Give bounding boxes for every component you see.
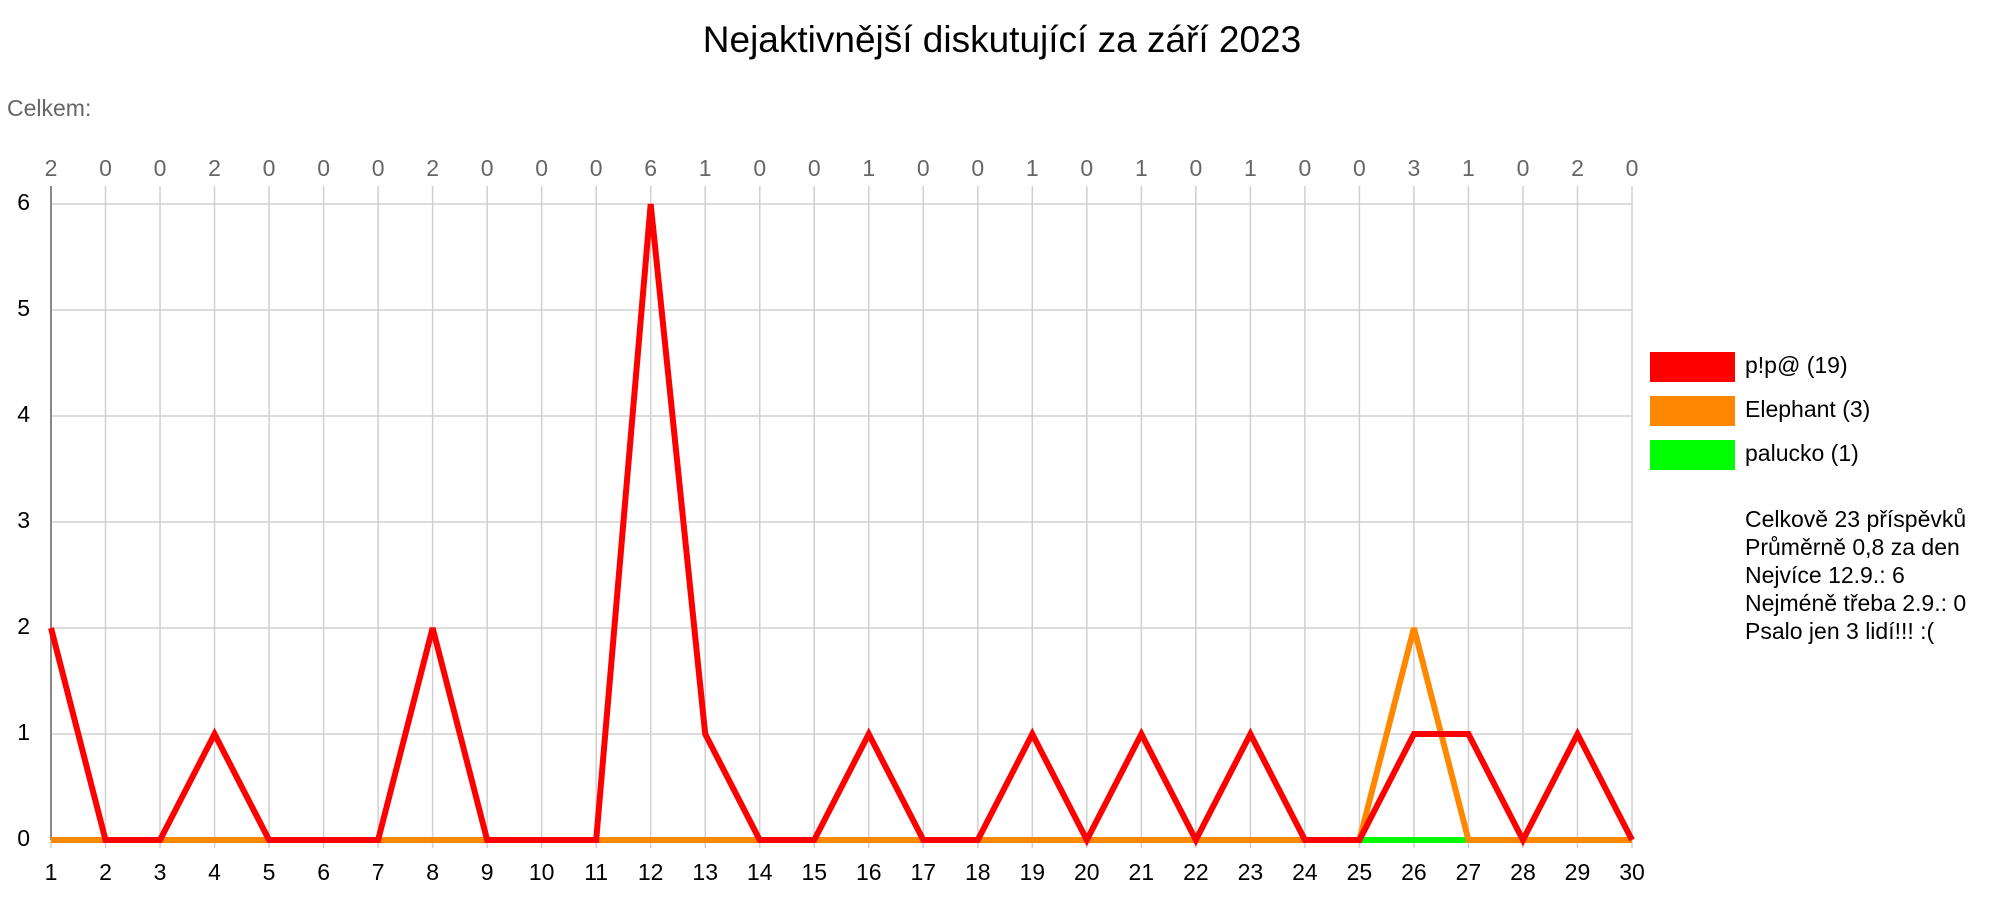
x-tick-label: 30: [1619, 859, 1645, 885]
legend-swatch: [1650, 352, 1735, 382]
series-line: [48, 203, 1635, 847]
stats-line: Nejvíce 12.9.: 6: [1745, 562, 1905, 588]
daily-total: 0: [263, 155, 276, 181]
y-tick-label: 6: [17, 189, 30, 215]
legend-swatch: [1650, 440, 1735, 470]
daily-total: 2: [426, 155, 439, 181]
x-tick-label: 21: [1129, 859, 1155, 885]
daily-total: 0: [971, 155, 984, 181]
daily-total: 6: [644, 155, 657, 181]
daily-total: 0: [1353, 155, 1366, 181]
x-tick-label: 23: [1238, 859, 1264, 885]
daily-total: 0: [808, 155, 821, 181]
x-tick-label: 2: [99, 859, 112, 885]
daily-total: 1: [1026, 155, 1039, 181]
x-tick-label: 27: [1456, 859, 1482, 885]
x-tick-label: 4: [208, 859, 221, 885]
daily-total: 0: [99, 155, 112, 181]
x-tick-label: 8: [426, 859, 439, 885]
y-tick-label: 0: [17, 825, 30, 851]
x-tick-label: 15: [801, 859, 827, 885]
daily-total: 2: [45, 155, 58, 181]
daily-total: 0: [372, 155, 385, 181]
daily-total: 1: [1462, 155, 1475, 181]
daily-total: 1: [699, 155, 712, 181]
daily-total: 0: [753, 155, 766, 181]
daily-total: 2: [1571, 155, 1584, 181]
daily-total: 0: [1189, 155, 1202, 181]
stats-line: Psalo jen 3 lidí!!! :(: [1745, 618, 1935, 644]
total-label: Celkem:: [7, 95, 91, 121]
y-tick-label: 2: [17, 613, 30, 639]
x-tick-label: 25: [1347, 859, 1373, 885]
y-tick-label: 5: [17, 295, 30, 321]
x-tick-label: 12: [638, 859, 664, 885]
x-tick-label: 5: [263, 859, 276, 885]
daily-total: 0: [535, 155, 548, 181]
daily-total: 1: [1135, 155, 1148, 181]
x-tick-label: 26: [1401, 859, 1427, 885]
x-tick-label: 14: [747, 859, 773, 885]
x-tick-label: 17: [910, 859, 936, 885]
x-tick-label: 18: [965, 859, 991, 885]
stats-line: Průměrně 0,8 za den: [1745, 534, 1960, 560]
x-tick-label: 22: [1183, 859, 1209, 885]
daily-total: 0: [590, 155, 603, 181]
daily-total: 2: [208, 155, 221, 181]
x-tick-label: 24: [1292, 859, 1318, 885]
daily-total: 0: [917, 155, 930, 181]
daily-total: 1: [862, 155, 875, 181]
daily-total: 1: [1244, 155, 1257, 181]
y-tick-label: 4: [17, 401, 30, 427]
x-tick-label: 16: [856, 859, 882, 885]
daily-total: 0: [317, 155, 330, 181]
x-tick-label: 6: [317, 859, 330, 885]
stats-line: Nejméně třeba 2.9.: 0: [1745, 590, 1966, 616]
daily-total: 3: [1408, 155, 1421, 181]
legend-swatch: [1650, 396, 1735, 426]
daily-total: 0: [1517, 155, 1530, 181]
y-tick-label: 3: [17, 507, 30, 533]
daily-total: 0: [1298, 155, 1311, 181]
x-tick-label: 13: [692, 859, 718, 885]
x-tick-label: 1: [45, 859, 58, 885]
x-tick-label: 28: [1510, 859, 1536, 885]
legend-label: palucko (1): [1745, 440, 1859, 466]
x-tick-label: 11: [584, 859, 608, 885]
x-tick-label: 9: [481, 859, 494, 885]
daily-total: 0: [154, 155, 167, 181]
x-tick-label: 29: [1565, 859, 1591, 885]
x-tick-label: 3: [154, 859, 167, 885]
legend-label: Elephant (3): [1745, 396, 1870, 422]
x-tick-label: 20: [1074, 859, 1100, 885]
x-tick-label: 10: [529, 859, 555, 885]
x-tick-label: 19: [1020, 859, 1046, 885]
chart-title: Nejaktivnější diskutující za září 2023: [703, 19, 1301, 60]
legend-label: p!p@ (19): [1745, 352, 1848, 378]
daily-total: 0: [1626, 155, 1639, 181]
y-tick-label: 1: [17, 719, 30, 745]
stats-line: Celkově 23 příspěvků: [1745, 506, 1966, 532]
daily-total: 0: [1080, 155, 1093, 181]
daily-total: 0: [481, 155, 494, 181]
x-tick-label: 7: [372, 859, 385, 885]
